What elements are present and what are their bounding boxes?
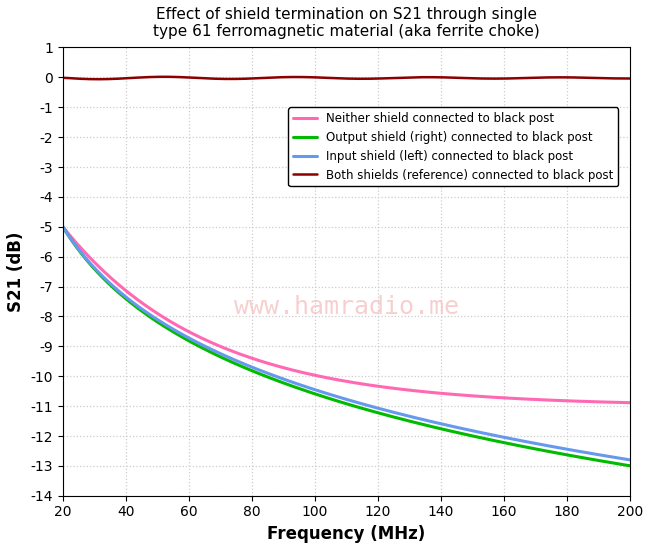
Neither shield connected to black post xyxy=(366,382,374,388)
Output shield (right) connected to black post xyxy=(396,415,404,422)
Both shields (reference) connected to black post xyxy=(368,75,376,82)
Neither shield connected to black post xyxy=(612,399,620,406)
Output shield (right) connected to black post xyxy=(612,460,620,467)
Both shields (reference) connected to black post xyxy=(615,75,623,82)
Text: www.hamradio.me: www.hamradio.me xyxy=(234,295,459,320)
Both shields (reference) connected to black post xyxy=(398,74,406,81)
Output shield (right) connected to black post xyxy=(626,463,634,469)
Both shields (reference) connected to black post xyxy=(331,75,339,81)
Input shield (left) connected to black post xyxy=(366,403,374,409)
Neither shield connected to black post xyxy=(396,386,404,393)
Input shield (left) connected to black post xyxy=(524,439,532,446)
Output shield (right) connected to black post xyxy=(524,444,532,450)
Line: Neither shield connected to black post: Neither shield connected to black post xyxy=(63,227,630,403)
Output shield (right) connected to black post xyxy=(332,397,339,404)
Legend: Neither shield connected to black post, Output shield (right) connected to black: Neither shield connected to black post, … xyxy=(289,107,618,186)
Input shield (left) connected to black post xyxy=(59,223,67,230)
Both shields (reference) connected to black post xyxy=(94,76,102,82)
Both shields (reference) connected to black post xyxy=(160,74,168,80)
Neither shield connected to black post xyxy=(59,223,67,230)
Neither shield connected to black post xyxy=(328,376,336,382)
Line: Output shield (right) connected to black post: Output shield (right) connected to black… xyxy=(63,227,630,466)
Both shields (reference) connected to black post xyxy=(334,75,342,81)
X-axis label: Frequency (MHz): Frequency (MHz) xyxy=(267,525,426,543)
Neither shield connected to black post xyxy=(524,396,532,403)
Input shield (left) connected to black post xyxy=(332,393,339,399)
Input shield (left) connected to black post xyxy=(328,392,336,398)
Input shield (left) connected to black post xyxy=(396,411,404,417)
Both shields (reference) connected to black post xyxy=(626,75,634,82)
Title: Effect of shield termination on S21 through single
type 61 ferromagnetic materia: Effect of shield termination on S21 thro… xyxy=(153,7,540,40)
Input shield (left) connected to black post xyxy=(626,456,634,463)
Output shield (right) connected to black post xyxy=(366,407,374,414)
Line: Input shield (left) connected to black post: Input shield (left) connected to black p… xyxy=(63,227,630,460)
Input shield (left) connected to black post xyxy=(612,454,620,461)
Neither shield connected to black post xyxy=(332,376,339,383)
Line: Both shields (reference) connected to black post: Both shields (reference) connected to bl… xyxy=(63,77,630,79)
Output shield (right) connected to black post xyxy=(328,396,336,403)
Y-axis label: S21 (dB): S21 (dB) xyxy=(7,232,25,312)
Output shield (right) connected to black post xyxy=(59,223,67,230)
Both shields (reference) connected to black post xyxy=(59,74,67,81)
Both shields (reference) connected to black post xyxy=(526,75,534,81)
Neither shield connected to black post xyxy=(626,399,634,406)
